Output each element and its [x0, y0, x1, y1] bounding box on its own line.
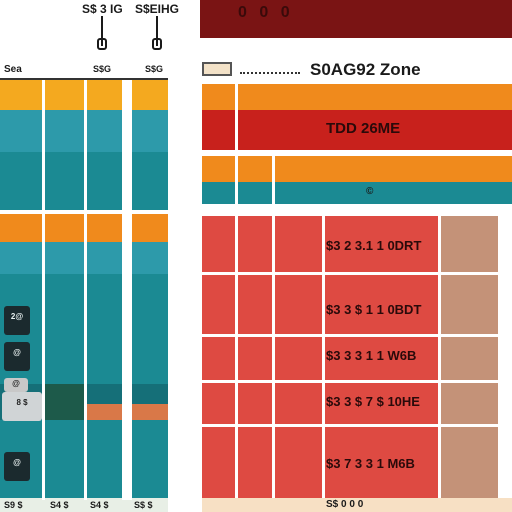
right-row-teal[interactable] — [202, 182, 512, 204]
left-row-7-green[interactable] — [44, 384, 84, 420]
right-hdivider-3 — [202, 380, 498, 383]
left-footer-2: S4 $ — [50, 500, 69, 510]
left-header-label: Sea — [4, 64, 22, 75]
left-badge-1[interactable]: 2@ — [4, 306, 30, 335]
top-header-box — [200, 0, 512, 38]
right-grid-tan-col — [440, 216, 498, 498]
pin-marker-a-head — [97, 38, 107, 50]
right-divider-3 — [272, 156, 275, 498]
column-label-a: S$ 3 IG — [82, 2, 123, 16]
left-divider-2 — [84, 80, 87, 500]
left-header-rule — [0, 78, 168, 80]
right-row-red-banner[interactable] — [202, 110, 512, 150]
left-footer-4: S$ $ — [134, 500, 153, 510]
left-header-right: S$G — [145, 64, 164, 74]
right-panel-title: S0AG92 Zone — [310, 60, 421, 79]
price-label-5: $3 7 3 3 1 M6B — [326, 456, 415, 471]
right-divider-5 — [438, 216, 441, 498]
pin-marker-b[interactable] — [156, 16, 158, 46]
left-divider-1 — [42, 80, 45, 500]
price-label-1: $3 2 3.1 1 0DRT — [326, 238, 422, 253]
left-badge-2[interactable]: @ — [4, 342, 30, 371]
price-label-4: $3 3 $ 7 $ 10HE — [326, 394, 420, 409]
right-grid-edge — [498, 216, 512, 498]
left-badge-3[interactable]: @ — [4, 378, 28, 392]
left-badge-5[interactable]: @ — [4, 452, 30, 481]
left-hdivider-1 — [0, 210, 168, 214]
right-footer-text: S$ 0 0 0 — [326, 499, 364, 510]
right-footer-row — [202, 498, 512, 512]
left-footer-3: S4 $ — [90, 500, 109, 510]
right-hdivider-2 — [202, 334, 498, 337]
right-divider-2 — [235, 156, 238, 498]
right-row-tan — [202, 204, 512, 216]
right-teal-marker[interactable]: © — [366, 186, 374, 197]
price-label-2: $3 3 $ 1 1 0BDT — [326, 302, 422, 317]
top-header-text: 0 0 0 — [238, 4, 294, 21]
left-badge-4[interactable]: 8 $ — [2, 392, 42, 421]
left-header-mid: S$G — [93, 64, 112, 74]
right-divider-1 — [235, 84, 238, 154]
pin-marker-b-head — [152, 38, 162, 50]
pin-marker-a[interactable] — [101, 16, 103, 46]
right-hdivider-4 — [202, 424, 498, 427]
left-footer-1: S9 $ — [4, 500, 23, 510]
right-row-orange-2[interactable] — [202, 156, 512, 182]
right-title-icon[interactable] — [202, 62, 232, 76]
right-row-orange-1[interactable] — [202, 84, 512, 110]
left-footer-row — [0, 498, 168, 512]
price-label-3: $3 3 3 1 1 W6B — [326, 348, 417, 363]
right-title-dots — [240, 72, 300, 74]
right-banner-text: TDD 26ME — [326, 120, 401, 137]
right-grid-body — [202, 216, 440, 498]
right-hdivider-1 — [202, 272, 498, 275]
left-divider-4 — [168, 80, 172, 500]
column-label-b: S$EIHG — [135, 2, 180, 16]
right-divider-4 — [322, 216, 325, 498]
left-divider-3 — [122, 80, 132, 500]
